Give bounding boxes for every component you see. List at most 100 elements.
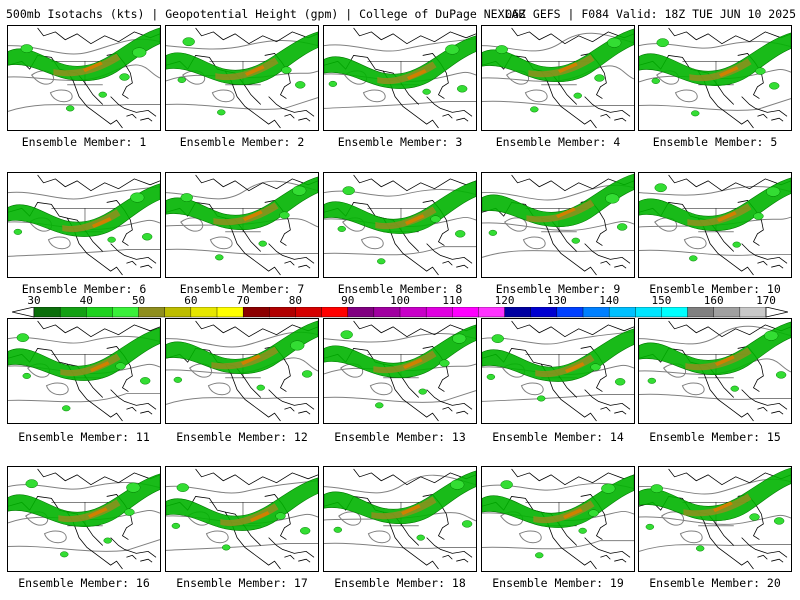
ensemble-map-panel <box>481 466 635 572</box>
height-contour <box>360 236 384 250</box>
isotach-blob <box>25 479 38 489</box>
colorbar-swatch <box>608 307 636 318</box>
isotach-blob <box>488 229 498 236</box>
isotach-blob <box>295 81 306 89</box>
isotach-blob <box>605 193 620 204</box>
isotach-blob <box>299 527 311 535</box>
map-graphic <box>639 27 791 129</box>
ensemble-member-label: Ensemble Member: 5 <box>652 135 778 149</box>
coastline <box>353 174 476 192</box>
jet-core-60kt <box>89 361 110 372</box>
isotach-blob <box>215 254 224 261</box>
isotach-blob <box>535 552 544 559</box>
ensemble-member-label: Ensemble Member: 15 <box>649 430 781 444</box>
height-contour <box>340 363 364 378</box>
jet-isotach-40kt <box>639 32 791 86</box>
height-contour <box>180 217 204 232</box>
colorbar-swatch <box>242 307 270 318</box>
jet-isotach-50kt <box>373 350 437 374</box>
map-graphic <box>324 468 476 570</box>
isotach-blob <box>590 363 601 371</box>
colorbar-tick-label: 90 <box>341 294 355 307</box>
height-contour <box>182 70 206 85</box>
height-contour <box>324 38 476 52</box>
ensemble-member-label: Ensemble Member: 12 <box>176 430 308 444</box>
coastline <box>37 27 160 45</box>
map-graphic <box>166 468 318 570</box>
ensemble-member-label: Ensemble Member: 20 <box>649 576 781 590</box>
colorbar-swatch <box>164 307 192 318</box>
isotach-blob <box>764 330 779 341</box>
isotach-blob <box>495 45 508 54</box>
height-contour <box>661 511 684 526</box>
height-contour <box>47 236 71 250</box>
ensemble-member-label: Ensemble Member: 4 <box>495 135 621 149</box>
isotach-blob <box>13 228 23 235</box>
colorbar-swatch <box>190 307 218 318</box>
ensemble-map-panel <box>165 466 319 572</box>
jet-isotach-40kt <box>8 473 160 527</box>
map-graphic <box>324 27 476 129</box>
height-contour <box>639 393 791 400</box>
height-contour <box>205 530 229 544</box>
isotach-blob <box>422 88 431 95</box>
isotach-blob <box>689 255 698 262</box>
coastline <box>442 406 469 415</box>
isotach-blob <box>60 551 69 558</box>
jet-isotach-50kt <box>689 58 752 82</box>
coastline <box>741 389 788 410</box>
jet-core-60kt <box>715 355 735 367</box>
isotach-blob <box>654 183 667 193</box>
jet-isotach-40kt <box>324 324 476 378</box>
height-contour <box>49 89 73 103</box>
ensemble-map-panel <box>165 318 319 424</box>
map-graphic <box>482 468 634 570</box>
coastline <box>426 96 473 117</box>
isotach-blob <box>732 241 741 248</box>
coastline <box>757 406 784 415</box>
colorbar-swatch <box>425 307 453 318</box>
map-title-header: 500mb Isotachs (kts) | Geopotential Heig… <box>6 6 796 22</box>
isotach-blob <box>647 377 657 384</box>
coastline <box>37 468 160 486</box>
coastline <box>668 320 791 338</box>
height-contour <box>639 185 791 196</box>
jet-isotach-40kt <box>324 470 476 525</box>
coastline <box>37 174 160 192</box>
jet-core-60kt <box>249 511 270 522</box>
colorbar-max-arrow <box>765 307 788 318</box>
height-contour <box>522 236 546 250</box>
isotach-blob <box>766 186 781 197</box>
ensemble-map-panel <box>7 25 161 131</box>
coastline <box>126 113 153 122</box>
isotach-blob <box>769 82 780 90</box>
height-contour <box>324 474 476 494</box>
isotach-blob <box>730 385 739 392</box>
isotach-blob <box>301 370 313 378</box>
isotach-blob <box>377 258 386 265</box>
height-contour <box>189 363 212 378</box>
coastline <box>442 554 469 563</box>
isotach-blob <box>773 517 785 525</box>
isotach-blob <box>616 223 628 231</box>
ensemble-map-panel <box>638 466 792 572</box>
coastline <box>668 174 791 192</box>
map-graphic <box>8 174 160 276</box>
coastline <box>737 53 764 99</box>
isotach-blob <box>486 373 496 380</box>
height-contour <box>209 236 233 250</box>
isotach-blob <box>20 44 33 53</box>
header-title-left: 500mb Isotachs (kts) | Geopotential Heig… <box>6 7 526 21</box>
height-contour <box>31 70 54 85</box>
colorbar-swatch <box>635 307 663 318</box>
ensemble-map-panel <box>7 172 161 278</box>
isotach-blob <box>180 193 193 202</box>
isotach-blob <box>279 211 290 219</box>
coastline <box>106 494 133 540</box>
isotach-blob <box>607 37 622 48</box>
isotach-blob <box>292 185 307 196</box>
coastline <box>511 174 634 192</box>
map-graphic <box>639 320 791 422</box>
ensemble-map-panel <box>165 25 319 131</box>
ensemble-member-label: Ensemble Member: 14 <box>492 430 624 444</box>
